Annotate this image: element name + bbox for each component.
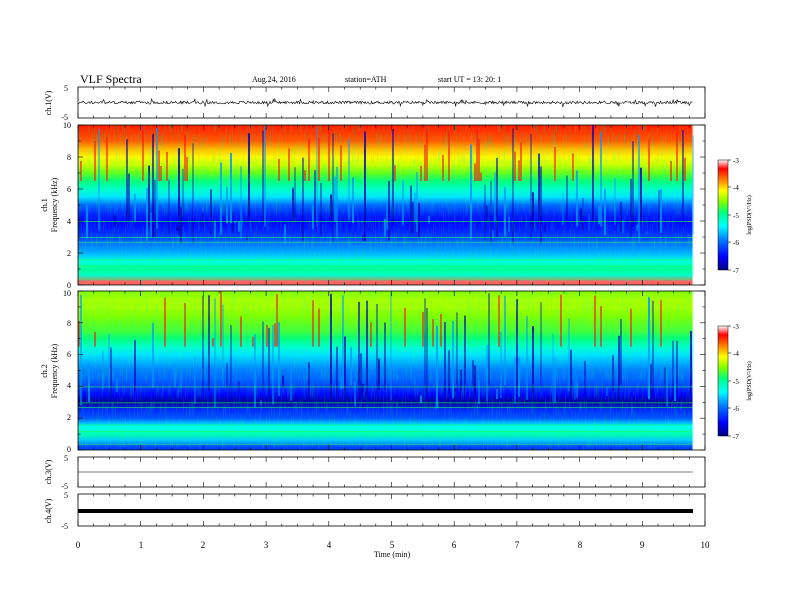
ch4-ylabel: ch.4(V)	[44, 498, 53, 523]
x-tick-label: 8	[578, 540, 583, 550]
spectrogram-narrowband-line	[78, 443, 693, 445]
ch3-ylabel: ch.3(V)	[44, 459, 53, 484]
spectrogram-streak	[692, 135, 694, 235]
x-tick-label: 3	[264, 540, 269, 550]
date-label: Aug.24, 2016	[252, 75, 296, 84]
ch2-colorbar-tick: -4	[733, 350, 739, 358]
ch2-freq-tick: 6	[67, 350, 71, 359]
spectrogram-narrowband-line	[78, 241, 693, 243]
x-tick-label: 6	[452, 540, 457, 550]
spectrogram-narrowband-line	[78, 407, 693, 409]
spectrogram-narrowband-line	[78, 265, 693, 267]
ch3-waveform-panel: 5 -5 ch.3(V)	[44, 454, 706, 491]
ch4-tick-top: 5	[64, 491, 68, 500]
ch2-colorbar-label: log(PSD(V²/Hz)	[746, 361, 753, 400]
ch1-freq-tick: 8	[67, 153, 71, 162]
spectrogram-narrowband-line	[78, 278, 693, 280]
ch1-freq-tick: 4	[67, 217, 71, 226]
ch4-tick-bottom: -5	[61, 522, 68, 531]
ch1-colorbar-tick: -5	[733, 212, 739, 220]
start-time-label: start UT = 13: 20: 1	[438, 75, 501, 84]
ch1-colorbar: -3 -4 -5 -6 -7 log(PSD(V²/Hz)	[717, 157, 753, 275]
ch2-spectrogram-image	[78, 291, 693, 450]
ch4-waveform-panel: 5 -5 ch.4(V)	[44, 491, 706, 531]
ch1-colorbar-gradient	[717, 159, 729, 271]
spectrogram-narrowband-line	[78, 259, 693, 261]
x-tick-label: 5	[390, 540, 395, 550]
x-tick-label: 2	[201, 540, 206, 550]
ch1-freq-tick: 6	[67, 185, 71, 194]
ch1-waveform-line	[77, 97, 693, 108]
ch1-spectrogram-panel: 0 2 4 6 8 10 ch.1 Frequency (kHz)	[40, 121, 706, 290]
ch1-wave-tick-bottom: -5	[61, 113, 68, 122]
ch2-colorbar-tick: -7	[733, 433, 739, 441]
ch1-waveform-panel: 5 -5 ch.1(V)	[44, 84, 706, 122]
x-tick-label: 4	[327, 540, 332, 550]
panel-tick-marks	[77, 87, 706, 526]
ch2-colorbar-gradient	[717, 325, 729, 437]
spectrogram-narrowband-line	[78, 424, 693, 426]
ch1-colorbar-tick: -6	[733, 239, 739, 247]
x-axis: 0 1 2 3 4 5 6 7 8 9 10 Time (min)	[76, 540, 710, 559]
ch1-freq-tick: 0	[67, 281, 71, 290]
ch2-freq-tick: 2	[67, 413, 71, 422]
ch3-tick-top: 5	[64, 454, 68, 463]
ch1-colorbar-label: log(PSD(V²/Hz)	[746, 195, 753, 234]
ch2-freq-tick: 8	[67, 319, 71, 328]
ch2-spec-ylabel: Frequency (kHz)	[50, 343, 59, 398]
ch2-colorbar: -3 -4 -5 -6 -7 log(PSD(V²/Hz)	[717, 323, 753, 441]
ch2-spec-channel-label: ch.2	[40, 364, 49, 378]
ch2-colorbar-tick: -5	[733, 378, 739, 386]
ch1-colorbar-tick: -7	[733, 267, 739, 275]
x-tick-label: 0	[76, 540, 81, 550]
ch1-freq-tick: 2	[67, 249, 71, 258]
ch2-spectrogram-panel: 0 2 4 6 8 10 ch.2 Frequency (kHz)	[40, 289, 706, 454]
ch1-spec-channel-label: ch.1	[40, 198, 49, 212]
spectrogram-narrowband-line	[78, 221, 693, 222]
station-label: station=ATH	[345, 75, 387, 84]
x-tick-label: 7	[515, 540, 520, 550]
ch1-spec-ylabel: Frequency (kHz)	[50, 177, 59, 232]
x-tick-label: 1	[139, 540, 144, 550]
ch2-freq-tick: 4	[67, 381, 71, 390]
spectrogram-narrowband-line	[78, 402, 693, 404]
ch1-colorbar-tick: -4	[733, 184, 739, 192]
x-tick-label: 10	[701, 540, 711, 550]
ch2-freq-tick: 0	[67, 445, 71, 454]
spectrogram-narrowband-line	[78, 237, 693, 238]
x-axis-title: Time (min)	[374, 550, 411, 559]
ch1-spectrogram-image	[78, 125, 694, 285]
spectrogram-narrowband-line	[78, 430, 693, 432]
ch1-wave-ylabel: ch.1(V)	[44, 90, 53, 115]
ch2-frequency-ticks: 0 2 4 6 8 10	[63, 289, 71, 454]
ch1-wave-tick-top: 5	[64, 84, 68, 93]
ch4-waveform-band	[78, 509, 693, 513]
ch2-colorbar-tick: -6	[733, 405, 739, 413]
ch2-freq-tick: 10	[63, 289, 71, 298]
spectrogram-speckle	[78, 125, 693, 285]
spectrogram-narrowband-line	[78, 386, 693, 388]
ch1-frequency-ticks: 0 2 4 6 8 10	[63, 121, 71, 290]
figure-title: VLF Spectra	[80, 72, 142, 86]
ch3-tick-bottom: -5	[61, 482, 68, 491]
x-tick-label: 9	[640, 540, 645, 550]
ch1-freq-tick: 10	[63, 121, 71, 130]
ch1-colorbar-tick: -3	[733, 157, 739, 165]
spectrogram-speckle	[78, 291, 693, 450]
ch2-colorbar-tick: -3	[733, 323, 739, 331]
